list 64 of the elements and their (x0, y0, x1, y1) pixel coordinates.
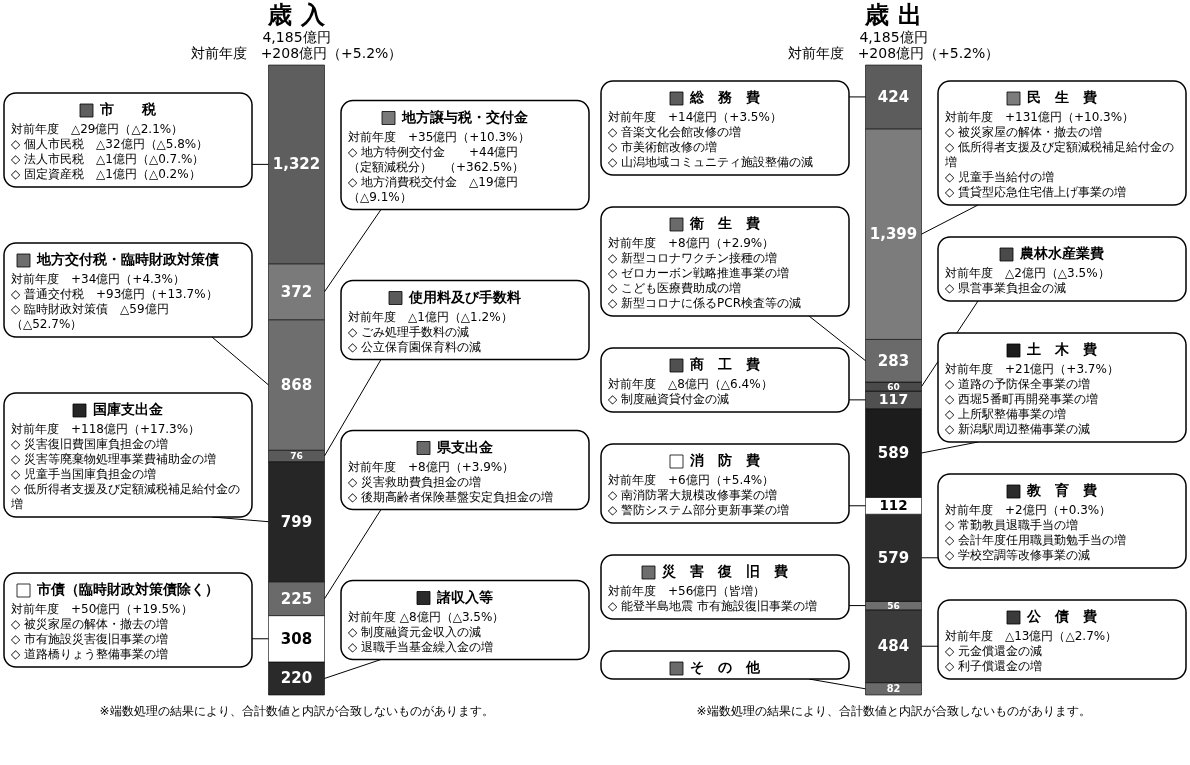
text: 対前年度 +8億円（+2.9%） ◇ 新型コロナワクチン接種の増 ◇ ゼロカーボン戦略推進事業の増 ◇ こども医療費助成の増 ◇ 新型コロナに係るPCR検査等の減 (608, 236, 801, 310)
data-label: 112 (879, 496, 908, 513)
text: 対前年度 △13億円（△2.7%） ◇ 元金償還金の減 ◇ 利子償還金の増 (945, 629, 1118, 673)
text: 対前年度 △8億円（△6.4%） ◇ 制度融資貸付金の減 (608, 377, 773, 406)
text: ※端数処理の結果により、合計数値と内訳が合致しないものがあります。 (99, 704, 494, 718)
text: 対前年度 +34億円（+4.3%） ◇ 普通交付税 +93億円（+13.7%） ◇ 臨時財政対策債 △59億円（△52.7%） (11, 272, 218, 331)
data-label: 799 (280, 512, 313, 531)
data-label: 589 (877, 444, 910, 463)
chart-subtitle: 4,185億円 (859, 28, 928, 45)
legend-label: 使用料及び手数料 (408, 288, 521, 305)
legend-label: 消 防 費 (689, 452, 760, 468)
data-label: 220 (280, 669, 313, 688)
legend-label: 国庫支出金 (93, 401, 164, 417)
text: 対前年度 △2億円（△3.5%） ◇ 県営事業負担金の減 (945, 266, 1110, 295)
legend-label: 市 税 (99, 101, 157, 117)
data-label: 225 (280, 589, 313, 608)
text: 対前年度 +8億円（+3.9%） ◇ 災害救助費負担金の増 ◇ 後期高齢者保険基盤安定負担金の増 (348, 459, 554, 504)
text: 対前年度 +208億円（+5.2%） (787, 44, 1000, 61)
text: 対前年度 +2億円（+0.3%） ◇ 常勤教員退職手当の増 ◇ 会計年度任用職員勤勉手当の増 ◇ 学校空調等改修事業の減 (945, 503, 1127, 562)
legend-label: 総 務 費 (689, 89, 760, 105)
legend-label: 公 債 費 (1026, 608, 1097, 624)
data-label: 868 (280, 375, 313, 394)
legend-label: そ の 他 (690, 659, 761, 675)
data-label: 56 (887, 600, 900, 611)
text: 対前年度 +208億円（+5.2%） (190, 44, 403, 61)
text: ※端数処理の結果により、合計数値と内訳が合致しないものがあります。 (696, 704, 1091, 718)
legend-label: 地方譲与税・交付金 (401, 108, 529, 125)
legend-label: 土 木 費 (1026, 341, 1097, 357)
data-label: 60 (887, 381, 900, 392)
legend-label: 県支出金 (436, 438, 494, 455)
legend-label: 地方交付税・臨時財政対策債 (36, 251, 219, 267)
chart-title: 歳 出 (864, 0, 922, 29)
chart-title: 歳 入 (267, 0, 326, 29)
data-label: 579 (877, 548, 910, 567)
text: 対前年度 △8億円（△3.5%） ◇ 制度融資元金収入の減 ◇ 退職手当基金繰入金の増 (348, 609, 505, 654)
data-label: 117 (878, 390, 909, 407)
text: 対前年度 +14億円（+3.5%） ◇ 音楽文化会館改修の増 ◇ 市美術館改修の増 ◇ 山潟地域コミュニティ施設整備の減 (608, 110, 814, 169)
text: 対前年度 +50億円（+19.5%） ◇ 被災家屋の解体・撤去の増 ◇ 市有施設災害復旧事業の増 ◇ 道路橋りょう整備事業の増 (11, 602, 193, 661)
legend-label: 民 生 費 (1027, 89, 1097, 105)
data-label: 76 (290, 450, 303, 461)
legend-label: 農林水産業費 (1019, 245, 1104, 261)
legend-label: 諸収入等 (436, 588, 493, 605)
text: 対前年度 +56億円（皆増） ◇ 能登半島地震 市有施設復旧事業の増 (608, 584, 817, 613)
text: 対前年度 △1億円（△1.2%） ◇ ごみ処理手数料の減 ◇ 公立保育園保育料の減 (348, 309, 513, 354)
text: 対前年度 +118億円（+17.3%） ◇ 災害復旧費国庫負担金の増 ◇ 災害等廃棄物処理事業費補助金の増 ◇ 児童手当国庫負担金の増 ◇ 低所得者支援及び定額減税補足給付金の増 (10, 422, 241, 511)
data-label: 1,322 (272, 155, 321, 174)
data-label: 308 (280, 629, 313, 648)
data-label: 82 (886, 682, 901, 694)
chart-subtitle: 4,185億円 (262, 28, 331, 45)
data-label: 484 (877, 637, 910, 656)
legend-label: 市債（臨時財政対策債除く） (36, 581, 219, 597)
text: 対前年度 △29億円（△2.1%） ◇ 個人市民税 △32億円（△5.8%） ◇ 法人市民税 △1億円（△0.7.%） ◇ 固定資産税 △1億円（△0.2%） (11, 122, 209, 181)
text: 対前年度 +21億円（+3.7%） ◇ 道路の予防保全事業の増 ◇ 西堀5番町再開発事業の増 ◇ 上所駅整備事業の増 ◇ 新潟駅周辺整備事業の減 (945, 362, 1119, 436)
data-label: 1,399 (869, 225, 918, 244)
data-label: 424 (877, 87, 910, 106)
legend-label: 衛 生 費 (689, 215, 760, 231)
text: 対前年度 +35億円（+10.3%） ◇ 地方特例交付金 +44億円（定額減税分） （+362.5%） ◇ 地方消費税交付金 △19億円（△9.1%） (348, 129, 530, 204)
legend-label: 災 害 復 旧 費 (661, 563, 788, 579)
text: 対前年度 +6億円（+5.4%） ◇ 南消防署大規模改修事業の増 ◇ 警防システム部分更新事業の増 (608, 473, 790, 517)
data-label: 283 (877, 351, 910, 370)
text: 対前年度 +131億円（+10.3%） ◇ 被災家屋の解体・撤去の増 ◇ 低所得者支援及び定額減税補足給付金の増 ◇ 児童手当給付の増 ◇ 賃貸型応急住宅借上げ事業の増 (944, 110, 1175, 199)
data-label: 372 (280, 282, 313, 301)
legend-label: 商 工 費 (689, 356, 760, 372)
legend-label: 教 育 費 (1026, 482, 1097, 498)
